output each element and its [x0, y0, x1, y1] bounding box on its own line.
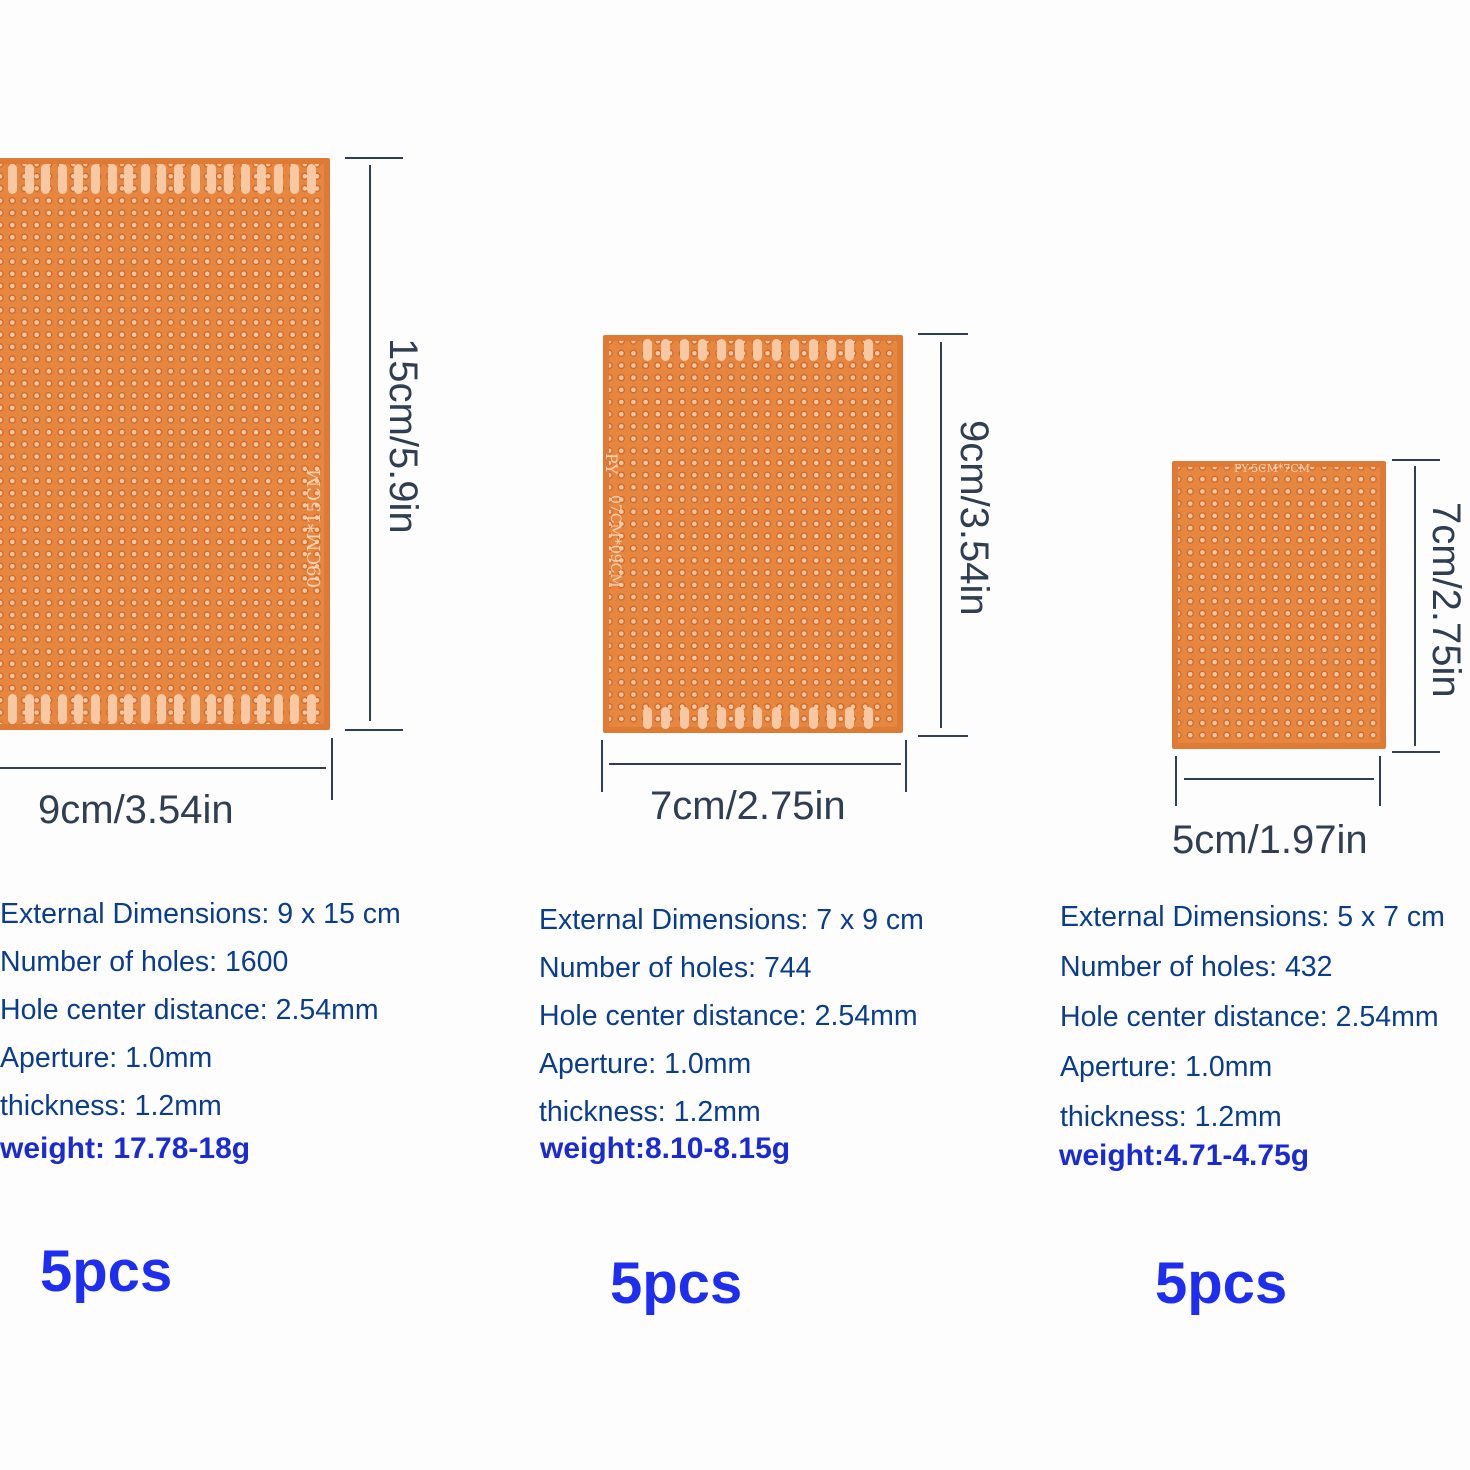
spec-weight: weight:4.71-4.75g	[1059, 1139, 1310, 1172]
dim-line-cap	[1379, 756, 1381, 806]
edge-pads-top	[643, 339, 873, 361]
board-silkscreen-brand: PY	[603, 453, 621, 475]
pcb-board-9x15: 09CM*15CM	[0, 158, 330, 730]
quantity-label: 5pcs	[610, 1251, 743, 1316]
spec-thickness: thickness: 1.2mm	[0, 1090, 222, 1122]
spec-dimensions: External Dimensions: 7 x 9 cm	[539, 904, 924, 936]
height-label: 15cm/5.9in	[381, 338, 425, 534]
pcb-board-5x7: PY-5CM*7CM	[1172, 461, 1386, 749]
spec-holes: Number of holes: 1600	[0, 946, 289, 978]
width-label: 5cm/1.97in	[1172, 818, 1368, 862]
board-silkscreen: 09CM*15CM	[304, 468, 325, 588]
height-arrow	[369, 165, 371, 721]
edge-pads-bottom	[643, 707, 873, 729]
dim-line-cap	[905, 740, 907, 792]
width-label: 7cm/2.75in	[650, 784, 846, 828]
dim-line-cap	[1175, 756, 1177, 806]
height-label: 7cm/2.75in	[1424, 502, 1468, 698]
width-arrow	[0, 767, 326, 769]
board-silkscreen: 07CM*09CM	[607, 495, 623, 588]
board-silkscreen: PY-5CM*7CM	[1234, 462, 1311, 475]
height-arrow	[1414, 466, 1416, 746]
dim-line-cap	[1392, 751, 1440, 753]
pcb-board-7x9: PY 07CM*09CM	[603, 335, 903, 733]
height-arrow	[940, 342, 942, 728]
quantity-label: 5pcs	[1155, 1251, 1288, 1316]
spec-thickness: thickness: 1.2mm	[1060, 1101, 1282, 1133]
spec-hole-distance: Hole center distance: 2.54mm	[1060, 1001, 1439, 1033]
spec-weight: weight:8.10-8.15g	[540, 1132, 791, 1165]
spec-aperture: Aperture: 1.0mm	[539, 1048, 752, 1080]
width-arrow	[609, 763, 901, 765]
spec-holes: Number of holes: 432	[1060, 951, 1333, 983]
dim-line-cap	[918, 735, 968, 737]
spec-hole-distance: Hole center distance: 2.54mm	[0, 994, 379, 1026]
spec-thickness: thickness: 1.2mm	[539, 1096, 761, 1128]
spec-weight: weight: 17.78-18g	[0, 1132, 251, 1165]
height-label: 9cm/3.54in	[952, 420, 996, 616]
spec-dimensions: External Dimensions: 5 x 7 cm	[1060, 901, 1445, 933]
width-label: 9cm/3.54in	[38, 788, 234, 832]
dim-line-cap	[345, 729, 403, 731]
quantity-label: 5pcs	[40, 1239, 173, 1304]
spec-aperture: Aperture: 1.0mm	[0, 1042, 213, 1074]
spec-hole-distance: Hole center distance: 2.54mm	[539, 1000, 918, 1032]
dim-line-cap	[345, 157, 403, 159]
spec-aperture: Aperture: 1.0mm	[1060, 1051, 1273, 1083]
spec-holes: Number of holes: 744	[539, 952, 812, 984]
spec-dimensions: External Dimensions: 9 x 15 cm	[0, 898, 401, 930]
dim-line-cap	[331, 738, 333, 800]
edge-pads-top	[8, 164, 316, 194]
dim-line-cap	[1392, 459, 1440, 461]
edge-pads-bottom	[8, 694, 316, 724]
dim-line-cap	[601, 740, 603, 792]
dim-line-cap	[918, 333, 968, 335]
width-arrow	[1184, 778, 1374, 780]
